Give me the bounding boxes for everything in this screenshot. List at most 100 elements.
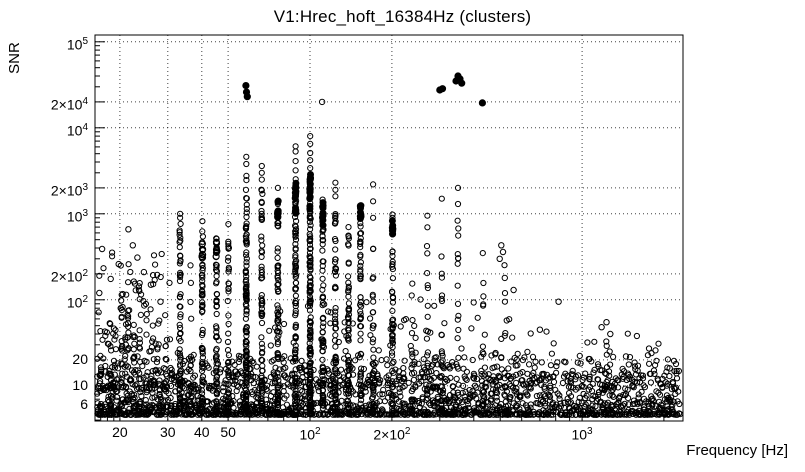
- data-point: [411, 369, 418, 376]
- data-point: [118, 297, 125, 304]
- data-point: [168, 411, 175, 418]
- data-point: [292, 158, 299, 165]
- data-point: [578, 399, 586, 406]
- data-point: [142, 397, 149, 404]
- data-point: [274, 248, 281, 255]
- data-point: [455, 354, 462, 361]
- data-point: [638, 388, 645, 395]
- data-point: [167, 394, 174, 402]
- data-point: [669, 378, 676, 386]
- data-point: [501, 405, 508, 413]
- data-point: [212, 353, 220, 360]
- data-point: [177, 382, 184, 389]
- data-point: [429, 384, 436, 391]
- data-point: [621, 400, 628, 407]
- data-point: [291, 370, 298, 377]
- data-point: [259, 400, 266, 408]
- data-point: [258, 312, 265, 320]
- data-point: [389, 307, 396, 314]
- data-point: [332, 179, 339, 186]
- data-point: [243, 379, 250, 387]
- data-point: [110, 357, 118, 364]
- data-point: [591, 338, 598, 345]
- data-point: [188, 315, 195, 322]
- data-point: [345, 336, 352, 343]
- x-tick-label: 20: [112, 424, 128, 440]
- data-point: [592, 403, 599, 410]
- data-point: [626, 411, 633, 418]
- data-point: [579, 411, 586, 418]
- data-point: [292, 226, 300, 233]
- data-point: [616, 411, 623, 418]
- data-point: [408, 407, 416, 414]
- data-point: [319, 336, 326, 343]
- data-point: [345, 306, 353, 313]
- data-point: [496, 255, 503, 262]
- data-point: [98, 401, 105, 408]
- data-point: [147, 281, 155, 288]
- data-point: [647, 370, 654, 377]
- data-point: [274, 184, 281, 191]
- data-point: [365, 378, 372, 385]
- data-point: [353, 411, 360, 418]
- data-point: [498, 335, 505, 342]
- data-point: [357, 253, 364, 260]
- data-point: [369, 309, 376, 316]
- data-point: [529, 353, 537, 360]
- data-point: [370, 298, 377, 305]
- data-point: [345, 242, 352, 249]
- scatter-points: [94, 72, 684, 418]
- data-point: [161, 397, 168, 404]
- data-point: [162, 366, 169, 373]
- data-point: [155, 320, 162, 327]
- data-point: [513, 379, 520, 386]
- data-point: [274, 254, 281, 261]
- data-point: [594, 361, 602, 368]
- data-point: [292, 143, 299, 150]
- data-point: [664, 356, 672, 363]
- data-point: [130, 355, 137, 362]
- data-point: [142, 385, 150, 392]
- data-point: [198, 240, 206, 248]
- data-point: [376, 411, 384, 418]
- data-point: [332, 218, 339, 225]
- data-point: [149, 394, 156, 401]
- data-point: [516, 394, 523, 401]
- data-point: [243, 351, 250, 358]
- data-point: [221, 380, 228, 387]
- data-point: [328, 407, 335, 414]
- data-point: [274, 410, 281, 417]
- data-point: [637, 400, 644, 407]
- data-point: [456, 404, 463, 411]
- data-point: [292, 347, 299, 354]
- data-point: [168, 376, 175, 383]
- data-point: [242, 225, 250, 232]
- data-point: [198, 390, 206, 397]
- data-point: [645, 345, 653, 352]
- data-point: [370, 274, 377, 281]
- data-point: [150, 409, 157, 416]
- data-point: [177, 330, 184, 337]
- data-point: [258, 340, 265, 347]
- data-point: [243, 308, 250, 315]
- data-point: [319, 356, 326, 363]
- data-point: [98, 245, 106, 253]
- data-point: [292, 303, 299, 310]
- data-point: [126, 377, 134, 384]
- data-point: [519, 400, 526, 407]
- data-point: [639, 372, 647, 379]
- data-point: [426, 375, 433, 383]
- data-point: [118, 379, 125, 387]
- data-point: [303, 411, 310, 418]
- data-point: [187, 368, 194, 375]
- data-point: [115, 260, 122, 268]
- data-point: [213, 235, 220, 242]
- data-point: [550, 340, 557, 347]
- data-point: [292, 400, 299, 407]
- data-point: [274, 393, 281, 400]
- data-point: [231, 381, 238, 388]
- data-point: [177, 253, 184, 260]
- data-point: [534, 400, 541, 407]
- data-point: [172, 388, 179, 395]
- data-point: [113, 376, 121, 383]
